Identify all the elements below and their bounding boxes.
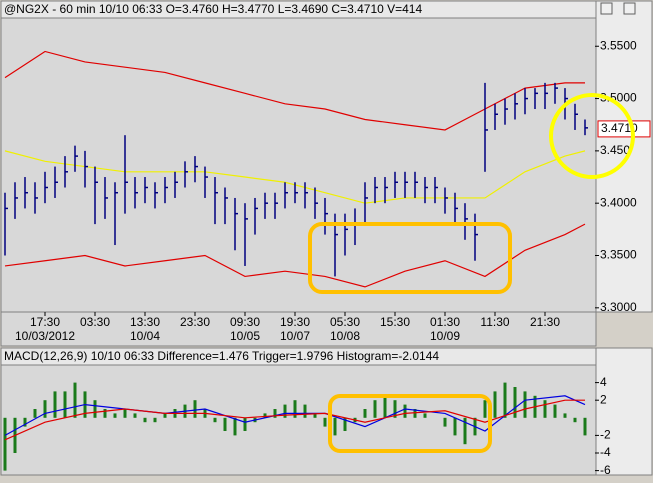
- plot-area: [0, 364, 597, 476]
- highlight-circle: [549, 93, 635, 179]
- x-date-label: 10/05: [230, 329, 260, 343]
- histogram-bar: [53, 391, 57, 418]
- x-tick-label: 03:30: [80, 315, 110, 329]
- histogram-bar: [303, 404, 307, 418]
- histogram-bar: [373, 400, 377, 418]
- histogram-bar: [223, 417, 227, 431]
- y-tick-label: -4: [600, 445, 611, 459]
- y-tick-label: 3.3000: [600, 300, 637, 314]
- x-tick-label: 05:30: [330, 315, 360, 329]
- x-date-label: 10/07: [280, 329, 310, 343]
- histogram-bar: [453, 417, 457, 436]
- chart-title: MACD(12,26,9) 10/10 06:33 Difference=1.4…: [4, 349, 439, 363]
- histogram-bar: [503, 382, 507, 418]
- histogram-bar: [363, 409, 367, 418]
- histogram-bar: [553, 404, 557, 418]
- histogram-bar: [163, 413, 167, 418]
- y-tick-label: 3.450: [600, 143, 630, 157]
- indicator-line: [4, 399, 585, 441]
- histogram-bar: [103, 409, 107, 418]
- histogram-bar: [123, 409, 127, 418]
- histogram-bar: [513, 387, 517, 418]
- y-tick-label: 4: [600, 375, 607, 389]
- close-button[interactable]: [623, 2, 636, 15]
- histogram-bar: [243, 417, 247, 431]
- histogram-bar: [133, 413, 137, 418]
- last-price-box: [597, 120, 651, 138]
- histogram-bar: [73, 382, 77, 418]
- histogram-bar: [33, 409, 37, 418]
- x-tick-label: 13:30: [130, 315, 160, 329]
- histogram-bar: [523, 391, 527, 418]
- histogram-bar: [23, 417, 27, 427]
- histogram-bar: [293, 400, 297, 418]
- histogram-bar: [483, 400, 487, 418]
- highlight-box: [328, 394, 492, 453]
- histogram-bar: [193, 400, 197, 418]
- x-tick-label: 01:30: [430, 315, 460, 329]
- histogram-bar: [3, 417, 7, 471]
- histogram-bar: [573, 417, 577, 423]
- histogram-bar: [493, 391, 497, 418]
- histogram-bar: [63, 391, 67, 418]
- x-tick-label: 15:30: [380, 315, 410, 329]
- histogram-bar: [153, 417, 157, 423]
- y-tick-label: 3.4000: [600, 195, 637, 209]
- histogram-bar: [313, 413, 317, 418]
- histogram-bar: [143, 417, 147, 423]
- histogram-bar: [233, 417, 237, 436]
- histogram-bar: [413, 409, 417, 418]
- histogram-bar: [393, 400, 397, 418]
- histogram-bar: [43, 400, 47, 418]
- histogram-bar: [343, 417, 347, 431]
- histogram-bar: [463, 417, 467, 445]
- histogram-bar: [333, 417, 337, 436]
- x-date-label: 10/08: [330, 329, 360, 343]
- histogram-bar: [213, 417, 217, 423]
- histogram-bar: [563, 413, 567, 418]
- histogram-bar: [403, 404, 407, 418]
- histogram-bar: [543, 400, 547, 418]
- indicator-line: [4, 223, 586, 288]
- plot-area: [0, 17, 597, 313]
- highlight-box: [308, 222, 512, 294]
- x-date-label: 10/03/2012: [15, 329, 75, 343]
- x-tick-label: 09:30: [230, 315, 260, 329]
- last-price-label: 3.4710: [601, 121, 638, 135]
- scroll-button[interactable]: [600, 2, 613, 15]
- histogram-bar: [423, 413, 427, 418]
- histogram-bar: [273, 409, 277, 418]
- histogram-bar: [263, 413, 267, 418]
- value-axis: [595, 347, 653, 476]
- x-tick-label: 17:30: [30, 315, 60, 329]
- histogram-bar: [583, 417, 587, 436]
- y-tick-label: 3.5500: [600, 38, 637, 52]
- x-tick-label: 23:30: [180, 315, 210, 329]
- plots: 3.5500 3.5000 3.450 3.4000 3.3500 3.3000 17:30…: [3, 38, 651, 477]
- y-tick-label: -2: [600, 428, 611, 442]
- x-date-label: 10/04: [130, 329, 160, 343]
- histogram-bar: [443, 417, 447, 427]
- x-date-label: 10/09: [430, 329, 460, 343]
- histogram-bar: [283, 404, 287, 418]
- price-axis: [595, 0, 653, 313]
- y-tick-label: 3.3500: [600, 248, 637, 262]
- x-tick-label: 21:30: [530, 315, 560, 329]
- y-tick-label: 2: [600, 392, 607, 406]
- y-tick-label: -6: [600, 463, 611, 477]
- histogram-bar: [323, 417, 327, 427]
- histogram-bar: [113, 413, 117, 418]
- chart-title: @NG2X - 60 min 10/10 06:33 O=3.4760 H=3.…: [4, 2, 422, 16]
- time-axis: [0, 311, 597, 347]
- x-tick-label: 11:30: [480, 315, 509, 329]
- histogram-bar: [383, 395, 387, 418]
- x-tick-label: 19:30: [280, 315, 310, 329]
- y-tick-label: 3.5000: [600, 91, 637, 105]
- histogram-bar: [93, 400, 97, 418]
